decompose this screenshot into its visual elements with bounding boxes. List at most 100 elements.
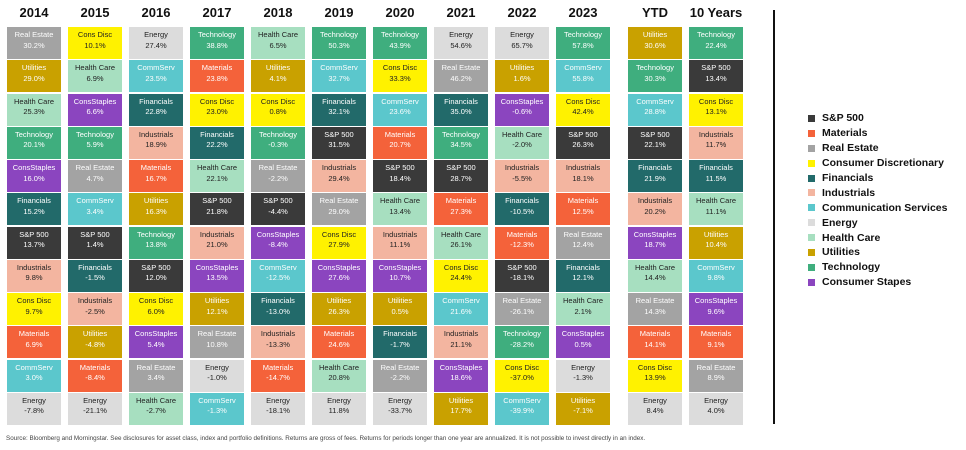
cell-sector-label: CommServ: [198, 395, 236, 405]
cell-sector-label: Utilities: [509, 63, 535, 73]
return-cell: CommServ 55.8%: [556, 60, 610, 93]
cell-return-value: 50.3%: [328, 40, 350, 50]
cell-sector-label: Cons Disc: [321, 229, 357, 239]
cell-sector-label: Materials: [639, 329, 671, 339]
return-cell: Technology 43.9%: [373, 27, 427, 59]
cell-sector-label: CommServ: [564, 63, 602, 73]
cell-sector-label: Financials: [505, 196, 539, 206]
cell-sector-label: Financials: [78, 262, 112, 272]
cell-sector-label: ConsStaples: [73, 96, 117, 106]
cell-return-value: 15.2%: [23, 206, 45, 216]
cell-sector-label: S&P 500: [507, 262, 537, 272]
column-header: 2015: [80, 5, 110, 20]
return-cell: Industrials 9.8%: [7, 259, 61, 292]
cell-return-value: 35.0%: [450, 107, 472, 116]
cell-return-value: 29.4%: [328, 173, 350, 183]
return-cell: Cons Disc 33.3%: [373, 60, 427, 93]
cell-sector-label: Industrials: [637, 196, 673, 206]
return-cell: Utilities 1.6%: [495, 60, 549, 93]
cell-sector-label: Cons Disc: [565, 96, 601, 106]
return-cell: Utilities 0.5%: [373, 293, 427, 325]
return-cell: Cons Disc 23.0%: [190, 93, 244, 126]
legend-label: Materials: [822, 127, 868, 140]
return-cell: CommServ 28.8%: [628, 93, 682, 126]
legend-label: Industrials: [822, 186, 876, 199]
return-cell: Cons Disc 13.9%: [628, 359, 682, 392]
cell-sector-label: ConsStaples: [500, 96, 544, 106]
return-cell: S&P 500 31.5%: [312, 126, 366, 159]
legend-item: Technology: [808, 260, 947, 275]
cell-return-value: -21.1%: [83, 406, 107, 416]
legend-swatch: [808, 278, 815, 286]
return-cell: Materials 16.7%: [129, 160, 183, 192]
return-cell: Utilities 12.1%: [190, 293, 244, 325]
cell-return-value: 14.4%: [644, 273, 666, 283]
return-cell: Cons Disc 42.4%: [556, 93, 610, 126]
cell-sector-label: Financials: [444, 96, 478, 106]
cell-sector-label: Technology: [198, 30, 236, 39]
legend-label: Consumer Stapes: [822, 276, 912, 289]
cell-return-value: 5.4%: [147, 339, 165, 349]
cell-sector-label: Real Estate: [696, 362, 736, 372]
cell-sector-label: Real Estate: [441, 63, 481, 73]
cell-return-value: 24.4%: [450, 273, 472, 283]
cell-return-value: 16.7%: [145, 173, 167, 183]
cell-sector-label: CommServ: [320, 63, 358, 73]
legend-swatch: [808, 204, 815, 212]
cell-return-value: -8.4%: [85, 373, 105, 382]
cell-sector-label: Utilities: [21, 63, 47, 73]
cell-return-value: -18.1%: [266, 406, 290, 416]
cell-return-value: 13.9%: [644, 373, 666, 382]
cell-sector-label: ConsStaples: [561, 329, 605, 339]
cell-sector-label: Technology: [503, 329, 541, 339]
return-cell: Health Care 26.1%: [434, 226, 488, 259]
cell-sector-label: Energy: [327, 395, 351, 405]
return-cell: S&P 500 28.7%: [434, 160, 488, 192]
cell-sector-label: Real Estate: [258, 163, 298, 172]
cell-return-value: -1.7%: [390, 339, 410, 349]
return-cell: Technology 30.3%: [628, 60, 682, 93]
return-cell: CommServ 32.7%: [312, 60, 366, 93]
cell-sector-label: Utilities: [703, 229, 729, 239]
legend-swatch: [808, 234, 815, 242]
return-cell: Industrials 20.2%: [628, 193, 682, 226]
cell-sector-label: Health Care: [440, 229, 482, 239]
return-cell: ConsStaples 9.6%: [689, 293, 743, 325]
cell-return-value: -1.5%: [85, 273, 105, 283]
cell-sector-label: Cons Disc: [16, 296, 52, 305]
cell-return-value: -7.8%: [24, 406, 44, 416]
legend-label: Consumer Discretionary: [822, 157, 944, 170]
return-cell: Financials 32.1%: [312, 93, 366, 126]
cell-sector-label: Energy: [266, 395, 290, 405]
return-cell: Health Care 22.1%: [190, 160, 244, 192]
cell-return-value: 10.1%: [84, 40, 106, 50]
cell-sector-label: S&P 500: [640, 129, 670, 139]
cell-return-value: 11.1%: [705, 206, 727, 216]
cell-return-value: 4.7%: [86, 173, 104, 183]
cell-sector-label: Financials: [383, 329, 417, 339]
cell-return-value: 6.6%: [86, 107, 104, 116]
return-cell: Technology 38.8%: [190, 27, 244, 59]
cell-sector-label: Technology: [320, 30, 358, 39]
return-cell: Industrials 18.1%: [556, 160, 610, 192]
return-cell: Technology 20.1%: [7, 126, 61, 159]
cell-sector-label: S&P 500: [80, 229, 110, 239]
return-cell: Real Estate -26.1%: [495, 293, 549, 325]
return-cell: Energy -33.7%: [373, 392, 427, 425]
cell-return-value: -2.0%: [512, 140, 532, 150]
return-cell: Utilities 29.0%: [7, 60, 61, 93]
cell-sector-label: Materials: [18, 329, 50, 339]
cell-return-value: 22.2%: [206, 140, 228, 150]
cell-sector-label: ConsStaples: [12, 163, 56, 172]
cell-sector-label: Materials: [140, 163, 172, 172]
return-cell: Materials 14.1%: [628, 326, 682, 359]
return-cell: Financials 15.2%: [7, 193, 61, 226]
legend-swatch: [808, 248, 815, 256]
return-cell: Industrials -2.5%: [68, 293, 122, 325]
cell-sector-label: Cons Disc: [199, 96, 235, 106]
cell-sector-label: Industrials: [321, 163, 357, 172]
cell-sector-label: Technology: [15, 129, 53, 139]
return-cell: ConsStaples 6.6%: [68, 93, 122, 126]
return-cell: Financials 22.2%: [190, 126, 244, 159]
cell-return-value: 13.7%: [23, 240, 45, 249]
